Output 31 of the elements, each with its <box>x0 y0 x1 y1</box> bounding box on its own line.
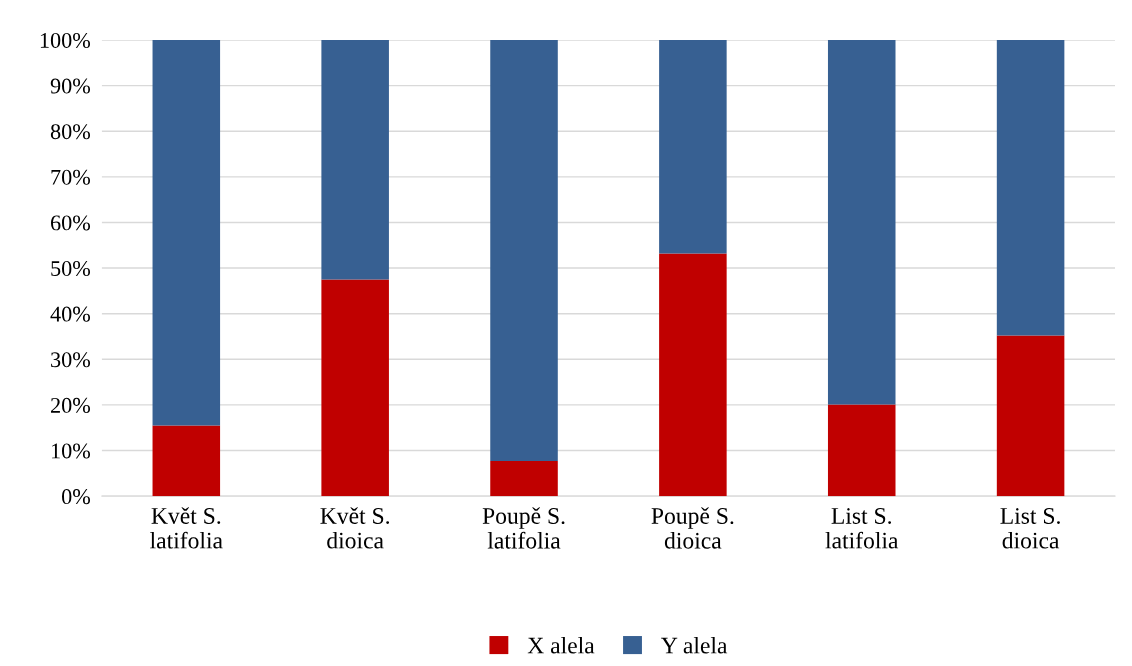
y-tick-label: 20% <box>51 397 91 413</box>
bar <box>321 279 389 497</box>
bar <box>996 39 1065 336</box>
legend-label: Y alela <box>661 636 728 654</box>
bar <box>152 425 221 497</box>
x-tick-label: List S. dioica <box>1000 508 1060 549</box>
x-tick-label: List S. latifolia <box>825 508 899 549</box>
y-tick-label: 40% <box>50 306 91 322</box>
bar <box>152 39 221 426</box>
x-tick-label: Poupě S. dioica <box>651 507 734 549</box>
bar <box>321 39 389 280</box>
y-tick-label: 60% <box>50 215 91 231</box>
y-tick-label: 30% <box>51 352 91 368</box>
bar <box>996 335 1065 497</box>
y-tick-label: 100% <box>40 32 91 48</box>
legend-label: X alela <box>527 636 595 654</box>
bar <box>490 39 558 462</box>
x-tick-label: Květ S. latifolia <box>150 507 223 549</box>
y-tick-label: 90% <box>50 78 91 94</box>
x-tick-label: Květ S. dioica <box>320 507 390 549</box>
bar <box>827 404 896 497</box>
y-tick-label: 0% <box>61 489 91 505</box>
y-tick-label: 80% <box>50 124 91 140</box>
x-tick-label: Poupě S. latifolia <box>482 507 565 549</box>
bar <box>827 39 896 405</box>
y-tick-label: 70% <box>51 169 91 185</box>
bar <box>659 253 727 497</box>
bar <box>659 39 727 254</box>
y-tick-label: 50% <box>51 261 91 277</box>
y-tick-label: 10% <box>51 443 91 459</box>
bar <box>490 461 558 497</box>
